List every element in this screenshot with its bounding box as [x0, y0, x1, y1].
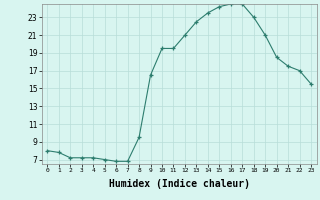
X-axis label: Humidex (Indice chaleur): Humidex (Indice chaleur) — [109, 179, 250, 189]
